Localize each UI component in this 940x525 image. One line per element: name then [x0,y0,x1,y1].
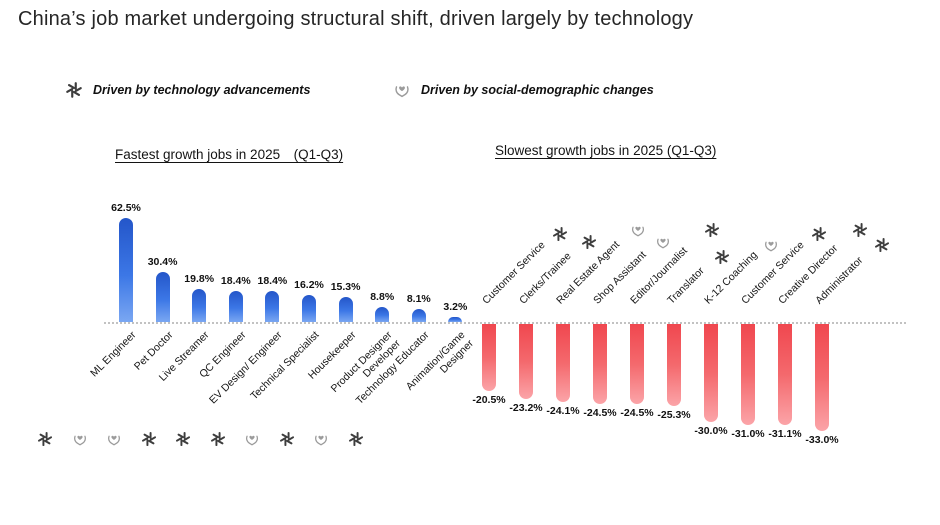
bar-value-label: 30.4% [147,255,178,268]
bar-value-label: -20.5% [472,393,506,406]
bar-value-label: 16.2% [294,279,324,292]
bar-value-label: -31.0% [731,427,765,440]
bar [448,316,463,322]
heart-hands-icon [392,80,412,100]
bar-value-label: -31.1% [768,428,802,441]
bar [375,307,390,322]
heart-hands-icon [312,430,330,448]
bar [482,324,496,391]
legend-item-tech: Driven by technology advancements [64,80,310,100]
bar-value-label: 18.4% [220,275,251,288]
openai-logo-icon [703,221,721,239]
chart-title-fastest: Fastest growth jobs in 2025 (Q1-Q3) [115,147,344,162]
heart-hands-icon [654,233,672,251]
openai-logo-icon [64,80,84,100]
bar [411,308,426,322]
openai-logo-icon [347,430,365,448]
legend-label-social: Driven by social-demographic changes [421,83,654,97]
bar-value-label: -25.3% [657,409,691,422]
bar-value-label: -24.5% [583,406,617,419]
page-title: China’s job market undergoing structural… [18,8,694,30]
openai-logo-icon [278,430,296,448]
openai-logo-icon [174,430,192,448]
bar [302,295,316,322]
bar-value-label: -24.5% [620,406,654,419]
openai-logo-icon [810,225,828,243]
openai-logo-icon [140,430,158,448]
bar-value-label: 18.4% [257,275,288,288]
openai-logo-icon [873,236,891,254]
bar-value-label: -30.0% [694,424,728,437]
openai-logo-icon [209,430,227,448]
bar-value-label: -33.0% [805,434,839,447]
openai-logo-icon [580,233,598,251]
bar [192,289,207,322]
chart-title-slowest: Slowest growth jobs in 2025 (Q1-Q3) [495,143,717,158]
bar-value-label: 15.3% [330,280,361,293]
bar [338,296,353,322]
bar-value-label: -23.2% [509,402,543,415]
bar [704,324,718,422]
bar [155,271,170,322]
bar [815,324,829,432]
bar [593,324,607,404]
heart-hands-icon [105,430,123,448]
bar-value-label: 3.2% [443,300,468,313]
heart-hands-icon [762,236,780,254]
legend-label-tech: Driven by technology advancements [93,83,311,97]
legend-item-social: Driven by social-demographic changes [392,80,654,100]
bar [556,324,570,403]
heart-hands-icon [629,221,647,239]
openai-logo-icon [713,248,731,266]
bar [265,291,280,322]
bar [630,324,644,404]
bar-value-label: -24.1% [546,405,580,418]
openai-logo-icon [36,430,54,448]
bar [741,324,755,425]
bar [228,291,243,322]
bar-value-label: 8.1% [406,292,431,305]
bar [778,324,792,426]
bar [119,218,133,322]
bar [667,324,681,407]
zero-baseline [104,322,906,324]
bar-value-label: 19.8% [184,273,215,286]
bar-value-label: 62.5% [111,202,141,215]
bar-value-label: 8.8% [370,291,395,304]
heart-hands-icon [71,430,89,448]
heart-hands-icon [243,430,261,448]
openai-logo-icon [851,221,869,239]
openai-logo-icon [551,225,569,243]
bar [519,324,533,400]
